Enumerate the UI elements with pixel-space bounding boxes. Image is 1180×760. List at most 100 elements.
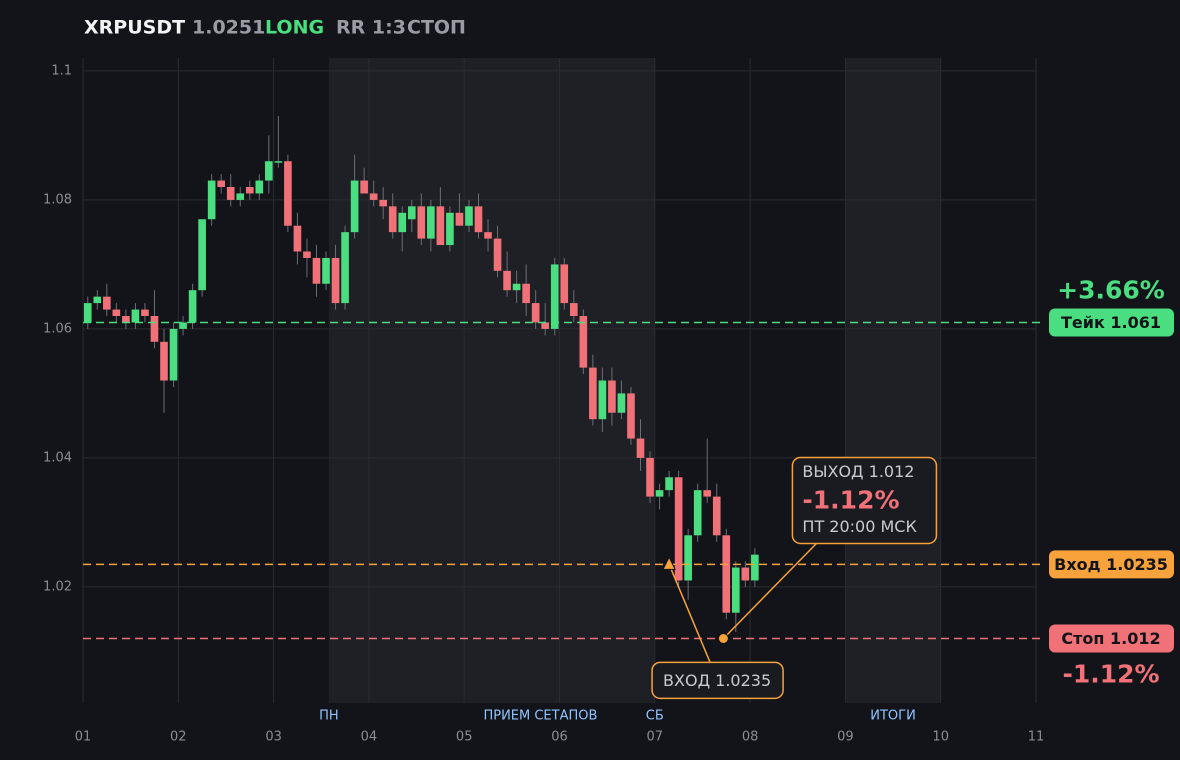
candle-body [407, 206, 416, 220]
candle-body [636, 438, 645, 458]
exit-label: ВЫХОД 1.012 [802, 462, 914, 481]
candle-body [245, 187, 254, 194]
y-tick-label: 1.04 [43, 450, 72, 465]
candle-body [341, 232, 349, 304]
candle-body [226, 187, 235, 200]
candle-body [379, 199, 388, 207]
candle-body [589, 367, 597, 420]
candle-body [93, 296, 102, 304]
y-tick-label: 1.02 [43, 579, 72, 594]
candle-body [541, 322, 550, 329]
x-tick-label: 04 [361, 730, 378, 745]
candle-body [207, 180, 216, 220]
connector [668, 564, 711, 663]
candle-body [198, 219, 206, 291]
x-tick-label: 05 [456, 730, 473, 745]
candle-body [427, 206, 435, 239]
candle-body [503, 270, 511, 291]
candle-body [569, 303, 578, 316]
x-tick-label: 01 [75, 730, 92, 745]
candle-body [646, 457, 654, 497]
candle-body [312, 257, 321, 284]
exit-label: -1.12% [802, 486, 899, 515]
level-badge [1049, 308, 1174, 337]
candle-body [703, 490, 712, 497]
candle-body [598, 380, 607, 420]
candle-body [160, 341, 168, 381]
candle-body [255, 180, 264, 194]
candle-body [550, 264, 559, 329]
candle-body [131, 309, 140, 323]
candle-body [236, 193, 245, 200]
level-result: -1.12% [1062, 660, 1159, 689]
candle-body [722, 535, 731, 613]
candle-body [331, 257, 340, 304]
candle-body [751, 554, 759, 581]
candle-body [465, 206, 473, 226]
symbol: XRPUSDT [84, 17, 185, 39]
y-tick-label: 1.06 [43, 321, 72, 336]
x-tick-label: 08 [742, 730, 759, 745]
level-badge [1049, 550, 1174, 579]
candle-body [369, 193, 378, 200]
level-label: Стоп 1.012 [1061, 629, 1160, 648]
candle-body [388, 206, 397, 233]
x-tick-label: 03 [265, 730, 282, 745]
candle-body [103, 296, 111, 310]
x-tick-label: 06 [551, 730, 568, 745]
candle-body [665, 477, 673, 491]
exit-label: ПТ 20:00 МСК [802, 517, 917, 536]
candle-body [617, 393, 626, 413]
candle-body [417, 206, 426, 239]
session-label: СБ [646, 709, 664, 724]
level-result: +3.66% [1057, 275, 1165, 304]
price: 1.0251 [192, 17, 265, 39]
candle-body [274, 161, 283, 163]
exit-marker [717, 633, 729, 644]
candle-body [522, 283, 530, 304]
entry-marker [662, 556, 676, 570]
x-tick-label: 10 [932, 730, 949, 745]
entry-box [651, 661, 784, 700]
candle-body [731, 567, 740, 613]
candle-body [627, 393, 635, 439]
risk-reward: RR 1:3 [336, 17, 406, 39]
connector [722, 542, 817, 640]
candle-body [122, 316, 130, 323]
candle-body [150, 316, 159, 342]
x-tick-label: 02 [170, 730, 187, 745]
exit-box [791, 456, 938, 545]
candle-body [455, 212, 464, 226]
x-tick-label: 09 [837, 730, 854, 745]
side: LONG [265, 17, 324, 39]
level-badge [1049, 624, 1174, 653]
session-label: ИТОГИ [870, 709, 916, 724]
candle-body [217, 180, 225, 187]
candle-body [436, 206, 445, 246]
candle-body [360, 180, 368, 194]
candle-body [693, 490, 702, 536]
annotation-layer: Тейк 1.061 +3.66% Вход 1.0235 Стоп 1.012 -1.… [651, 275, 1174, 700]
candle-body [684, 535, 692, 581]
candle-body [484, 232, 492, 239]
level-label: Вход 1.0235 [1054, 555, 1168, 574]
background-layer [328, 58, 941, 703]
entry-label: ВХОД 1.0235 [663, 671, 771, 690]
candle-body [179, 322, 187, 329]
mode: СТОП [407, 17, 466, 39]
candle-body [284, 161, 292, 226]
candle-body [531, 303, 540, 323]
candle-body [398, 212, 407, 233]
candle-body [474, 206, 483, 233]
candle-body [265, 161, 273, 181]
candle-body [446, 212, 454, 246]
candle-body [322, 257, 330, 284]
y-tick-label: 1.08 [43, 192, 72, 207]
candle-body [303, 251, 311, 258]
x-tick-label: 11 [1028, 730, 1045, 745]
candle-body [493, 238, 502, 271]
candle-body [188, 290, 197, 323]
candle-body [741, 567, 750, 581]
candle-body [712, 496, 721, 536]
